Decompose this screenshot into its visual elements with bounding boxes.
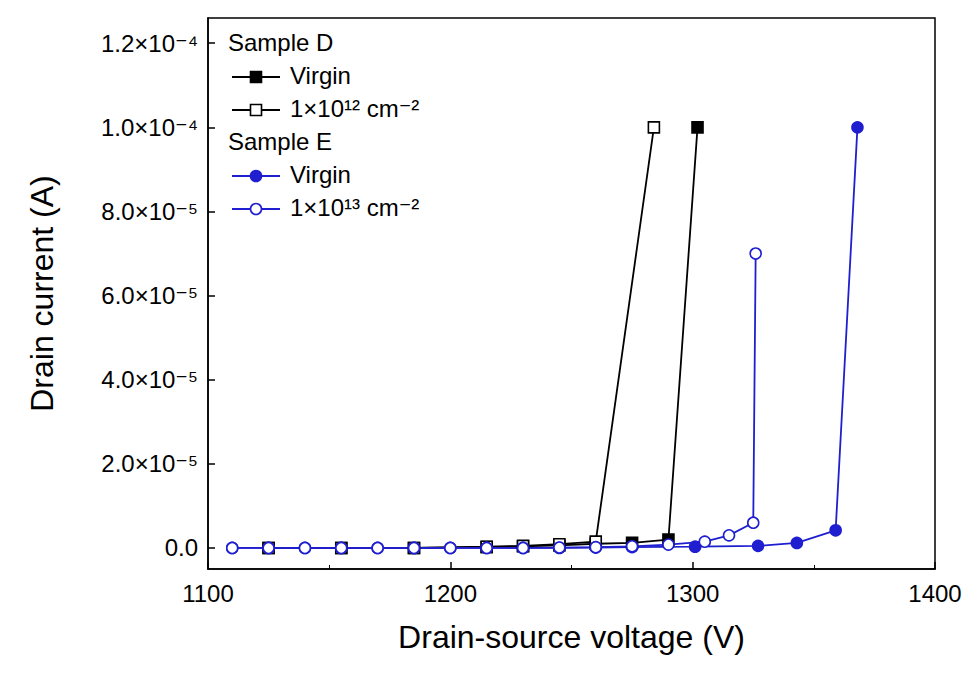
- svg-text:0.0: 0.0: [165, 534, 198, 561]
- svg-text:Virgin: Virgin: [290, 161, 351, 188]
- svg-text:1400: 1400: [908, 580, 961, 607]
- svg-text:1100: 1100: [182, 580, 234, 607]
- svg-text:2.0×10⁻⁵: 2.0×10⁻⁵: [101, 450, 198, 477]
- svg-text:Sample E: Sample E: [228, 128, 332, 155]
- svg-text:Sample D: Sample D: [228, 29, 333, 56]
- svg-text:Virgin: Virgin: [290, 62, 351, 89]
- svg-text:4.0×10⁻⁵: 4.0×10⁻⁵: [101, 366, 198, 393]
- svg-text:1.2×10⁻⁴: 1.2×10⁻⁴: [101, 30, 198, 57]
- svg-text:1×10¹³ cm⁻²: 1×10¹³ cm⁻²: [290, 194, 419, 221]
- svg-text:1300: 1300: [666, 580, 719, 607]
- svg-text:1.0×10⁻⁴: 1.0×10⁻⁴: [101, 114, 198, 141]
- svg-text:1×10¹² cm⁻²: 1×10¹² cm⁻²: [290, 95, 419, 122]
- svg-text:8.0×10⁻⁵: 8.0×10⁻⁵: [101, 198, 198, 225]
- svg-text:Drain current (A): Drain current (A): [24, 175, 60, 412]
- svg-text:6.0×10⁻⁵: 6.0×10⁻⁵: [101, 282, 198, 309]
- svg-text:1200: 1200: [424, 580, 477, 607]
- svg-text:Drain-source voltage (V): Drain-source voltage (V): [398, 619, 745, 655]
